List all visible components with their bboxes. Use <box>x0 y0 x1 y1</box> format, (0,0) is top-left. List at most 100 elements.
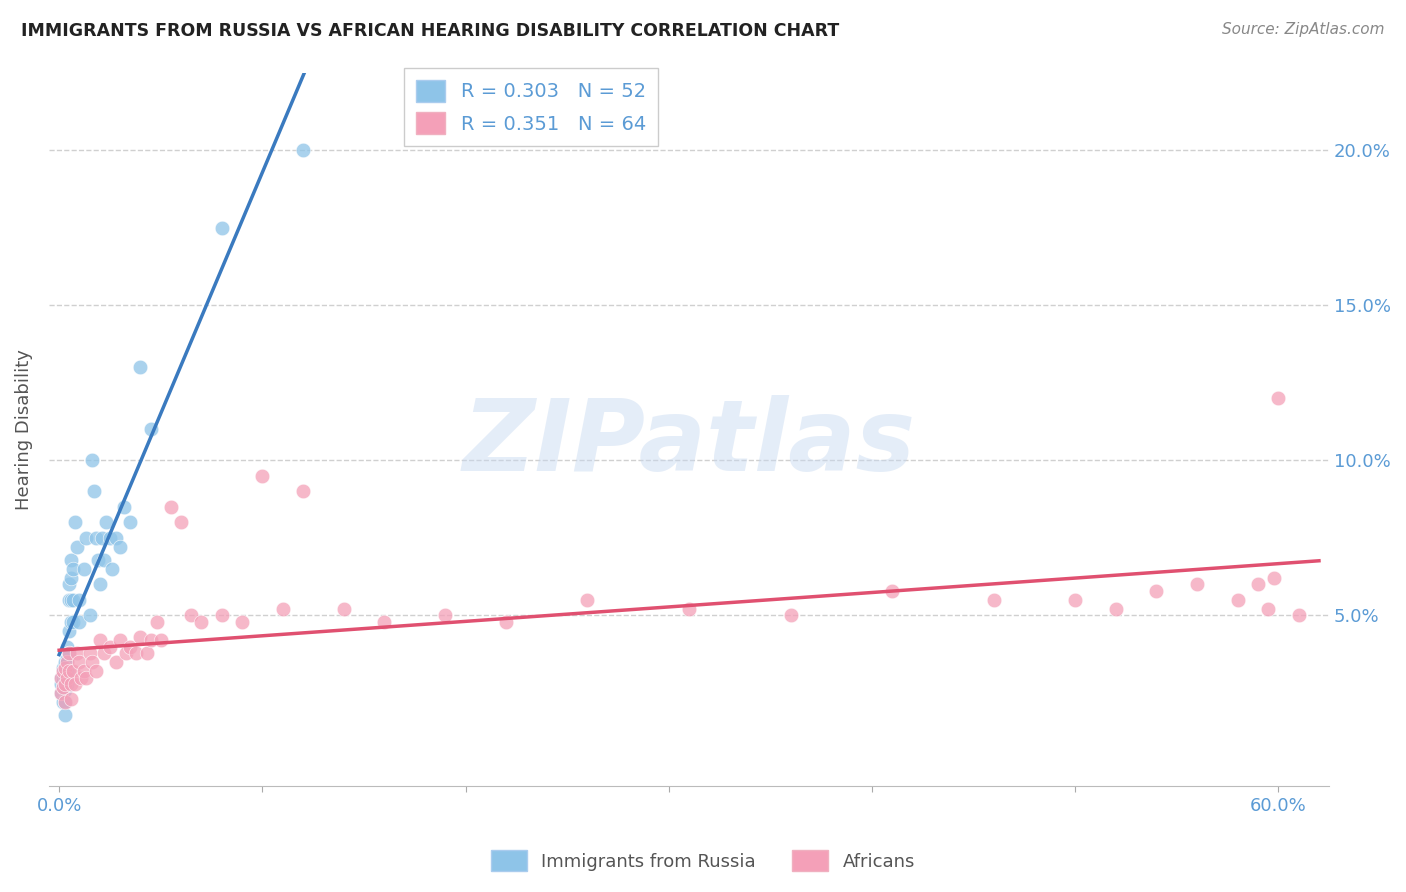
Point <box>1185 577 1208 591</box>
Point <box>105 531 128 545</box>
Point <box>72 665 94 679</box>
Point <box>79 646 101 660</box>
Point <box>576 593 599 607</box>
Point <box>135 646 157 660</box>
Point <box>101 562 124 576</box>
Point <box>65 516 87 530</box>
Point <box>252 468 274 483</box>
Point <box>51 686 73 700</box>
Point <box>105 655 128 669</box>
Point <box>80 453 103 467</box>
Point <box>60 692 83 706</box>
Point <box>89 577 111 591</box>
Point <box>60 677 83 691</box>
Point <box>170 516 193 530</box>
Point <box>678 602 700 616</box>
Point <box>53 677 76 691</box>
Point <box>62 665 84 679</box>
Point <box>84 665 107 679</box>
Point <box>180 608 202 623</box>
Point <box>65 677 87 691</box>
Point <box>231 615 253 629</box>
Point <box>190 615 212 629</box>
Point <box>1263 571 1285 585</box>
Point <box>94 516 117 530</box>
Point <box>90 531 112 545</box>
Point <box>62 593 84 607</box>
Point <box>58 665 80 679</box>
Point <box>98 640 121 654</box>
Point <box>52 680 75 694</box>
Point <box>66 646 89 660</box>
Text: IMMIGRANTS FROM RUSSIA VS AFRICAN HEARING DISABILITY CORRELATION CHART: IMMIGRANTS FROM RUSSIA VS AFRICAN HEARIN… <box>21 22 839 40</box>
Point <box>129 360 152 375</box>
Point <box>120 516 142 530</box>
Point <box>98 531 121 545</box>
Point <box>58 577 80 591</box>
Point <box>60 615 83 629</box>
Point <box>211 608 233 623</box>
Point <box>373 615 395 629</box>
Text: Source: ZipAtlas.com: Source: ZipAtlas.com <box>1222 22 1385 37</box>
Y-axis label: Hearing Disability: Hearing Disability <box>15 349 32 509</box>
Point <box>495 615 517 629</box>
Point <box>1144 583 1167 598</box>
Point <box>69 655 91 669</box>
Point <box>89 633 111 648</box>
Point <box>56 640 79 654</box>
Point <box>56 671 79 685</box>
Point <box>72 562 94 576</box>
Point <box>291 143 314 157</box>
Point <box>52 661 75 675</box>
Point <box>53 707 76 722</box>
Point <box>58 593 80 607</box>
Point <box>62 562 84 576</box>
Point <box>129 630 152 644</box>
Point <box>291 484 314 499</box>
Point <box>115 646 138 660</box>
Point <box>62 615 84 629</box>
Point <box>332 602 354 616</box>
Point <box>53 661 76 675</box>
Point <box>779 608 801 623</box>
Point <box>87 552 110 566</box>
Point <box>434 608 457 623</box>
Point <box>75 671 97 685</box>
Text: ZIPatlas: ZIPatlas <box>463 395 915 492</box>
Point <box>58 624 80 638</box>
Point <box>882 583 904 598</box>
Point <box>51 671 73 685</box>
Point <box>56 677 79 691</box>
Point <box>112 500 135 514</box>
Point <box>53 695 76 709</box>
Point <box>69 615 91 629</box>
Point <box>52 671 75 685</box>
Point <box>70 671 93 685</box>
Point <box>53 695 76 709</box>
Point <box>66 540 89 554</box>
Point <box>211 220 233 235</box>
Point <box>1288 608 1310 623</box>
Point <box>120 640 142 654</box>
Point <box>125 646 148 660</box>
Point <box>1226 593 1249 607</box>
Point <box>52 680 75 694</box>
Point <box>93 552 115 566</box>
Legend: R = 0.303   N = 52, R = 0.351   N = 64: R = 0.303 N = 52, R = 0.351 N = 64 <box>405 68 658 146</box>
Point <box>1267 392 1289 406</box>
Point <box>58 646 80 660</box>
Legend: Immigrants from Russia, Africans: Immigrants from Russia, Africans <box>484 843 922 879</box>
Point <box>108 633 131 648</box>
Point <box>1064 593 1087 607</box>
Point <box>53 682 76 697</box>
Point <box>51 671 73 685</box>
Point <box>139 633 162 648</box>
Point <box>145 615 167 629</box>
Point <box>83 484 105 499</box>
Point <box>80 655 103 669</box>
Point <box>60 571 83 585</box>
Point <box>108 540 131 554</box>
Point <box>149 633 172 648</box>
Point <box>75 531 97 545</box>
Point <box>983 593 1005 607</box>
